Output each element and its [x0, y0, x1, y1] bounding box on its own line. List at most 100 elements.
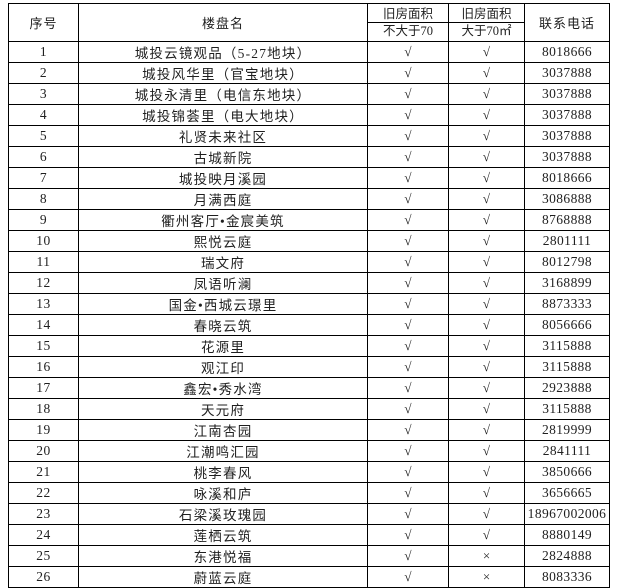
table-row: 5 礼贤未来社区 √ √ 3037888: [8, 125, 610, 147]
table-row: 20 江潮鸣汇园 √ √ 2841111: [8, 440, 610, 462]
cell-area-gt70-mark: √: [448, 230, 525, 252]
cell-phone: 18967002006: [524, 503, 610, 525]
document-page: 序号 楼盘名 旧房面积 不大于70 旧房面积 大于70㎡ 联系电话 1 城投云镜观…: [8, 3, 610, 588]
cell-index: 13: [8, 293, 79, 315]
table-row: 13 国金•西城云璟里 √ √ 8873333: [8, 293, 610, 315]
column-header-index: 序号: [8, 3, 79, 42]
cell-index: 12: [8, 272, 79, 294]
table-row: 21 桃李春风 √ √ 3850666: [8, 461, 610, 483]
cell-area-le70-mark: √: [367, 377, 449, 399]
check-icon: √: [482, 485, 491, 500]
check-icon: √: [482, 149, 491, 164]
check-icon: √: [482, 191, 491, 206]
check-icon: √: [482, 44, 491, 59]
check-icon: √: [404, 359, 412, 374]
cell-property-name: 蔚蓝云庭: [78, 566, 368, 588]
cell-index: 21: [8, 461, 79, 483]
check-icon: √: [482, 506, 491, 521]
check-icon: √: [482, 401, 491, 416]
table-row: 7 城投映月溪园 √ √ 8018666: [8, 167, 610, 189]
check-icon: √: [404, 86, 412, 101]
table-header-row: 序号 楼盘名 旧房面积 不大于70 旧房面积 大于70㎡ 联系电话: [8, 3, 610, 42]
check-icon: √: [404, 149, 412, 164]
cell-area-gt70-mark: √: [448, 188, 525, 210]
cell-property-name: 衢州客厅•金宸美筑: [78, 209, 368, 231]
column-header-area-gt70-line1: 旧房面积: [449, 6, 524, 23]
cell-area-le70-mark: √: [367, 461, 449, 483]
cell-phone: 8873333: [524, 293, 610, 315]
table-row: 4 城投锦荟里（电大地块） √ √ 3037888: [8, 104, 610, 126]
property-list-table: 序号 楼盘名 旧房面积 不大于70 旧房面积 大于70㎡ 联系电话 1 城投云镜观…: [8, 3, 610, 588]
cell-phone: 3037888: [524, 146, 610, 168]
cell-area-gt70-mark: √: [448, 251, 525, 273]
table-row: 6 古城新院 √ √ 3037888: [8, 146, 610, 168]
cell-area-le70-mark: √: [367, 356, 449, 378]
table-row: 2 城投风华里（官宝地块） √ √ 3037888: [8, 62, 610, 84]
check-icon: √: [404, 254, 412, 269]
cell-index: 4: [8, 104, 79, 126]
cell-area-gt70-mark: √: [448, 524, 525, 546]
cell-property-name: 花源里: [78, 335, 368, 357]
cell-index: 19: [8, 419, 79, 441]
check-icon: √: [404, 422, 412, 437]
cell-phone: 3850666: [524, 461, 610, 483]
cell-area-gt70-mark: √: [448, 41, 525, 63]
cell-property-name: 莲栖云筑: [78, 524, 368, 546]
check-icon: √: [482, 338, 491, 353]
cell-phone: 8880149: [524, 524, 610, 546]
cell-phone: 3037888: [524, 125, 610, 147]
cell-area-le70-mark: √: [367, 251, 449, 273]
cell-phone: 3115888: [524, 356, 610, 378]
table-row: 24 莲栖云筑 √ √ 8880149: [8, 524, 610, 546]
cell-area-le70-mark: √: [367, 545, 449, 567]
cell-index: 2: [8, 62, 79, 84]
table-body: 1 城投云镜观品（5-27地块） √ √ 8018666 2 城投风华里（官宝地块） √ √ 30…: [8, 41, 610, 588]
cell-area-le70-mark: √: [367, 314, 449, 336]
check-icon: √: [404, 296, 412, 311]
cell-area-le70-mark: √: [367, 440, 449, 462]
cell-index: 8: [8, 188, 79, 210]
table-row: 1 城投云镜观品（5-27地块） √ √ 8018666: [8, 41, 610, 63]
table-row: 12 凤语听澜 √ √ 3168899: [8, 272, 610, 294]
cell-area-gt70-mark: √: [448, 125, 525, 147]
cell-property-name: 咏溪和庐: [78, 482, 368, 504]
cell-area-le70-mark: √: [367, 482, 449, 504]
cell-property-name: 江南杏园: [78, 419, 368, 441]
cell-index: 11: [8, 251, 79, 273]
cell-area-le70-mark: √: [367, 41, 449, 63]
cell-index: 3: [8, 83, 79, 105]
cell-index: 18: [8, 398, 79, 420]
cell-phone: 3037888: [524, 62, 610, 84]
cell-phone: 3086888: [524, 188, 610, 210]
cross-icon: ×: [482, 569, 491, 584]
cell-area-gt70-mark: ×: [448, 545, 525, 567]
cell-property-name: 鑫宏•秀水湾: [78, 377, 368, 399]
cell-area-le70-mark: √: [367, 398, 449, 420]
check-icon: √: [482, 254, 491, 269]
cell-property-name: 城投风华里（官宝地块）: [78, 62, 368, 84]
table-row: 8 月满西庭 √ √ 3086888: [8, 188, 610, 210]
cell-phone: 8018666: [524, 41, 610, 63]
table-row: 14 春晓云筑 √ √ 8056666: [8, 314, 610, 336]
check-icon: √: [404, 212, 412, 227]
cell-property-name: 古城新院: [78, 146, 368, 168]
column-header-name: 楼盘名: [78, 3, 368, 42]
cell-area-le70-mark: √: [367, 230, 449, 252]
cell-area-gt70-mark: √: [448, 167, 525, 189]
cell-phone: 2801111: [524, 230, 610, 252]
check-icon: √: [482, 86, 491, 101]
cell-phone: 2923888: [524, 377, 610, 399]
cell-property-name: 瑞文府: [78, 251, 368, 273]
cell-index: 10: [8, 230, 79, 252]
table-row: 16 观江印 √ √ 3115888: [8, 356, 610, 378]
cell-index: 22: [8, 482, 79, 504]
table-row: 15 花源里 √ √ 3115888: [8, 335, 610, 357]
table-row: 22 咏溪和庐 √ √ 3656665: [8, 482, 610, 504]
check-icon: √: [482, 65, 491, 80]
cell-phone: 8768888: [524, 209, 610, 231]
cell-area-gt70-mark: √: [448, 272, 525, 294]
cell-index: 16: [8, 356, 79, 378]
cell-property-name: 城投云镜观品（5-27地块）: [78, 41, 368, 63]
cell-area-gt70-mark: √: [448, 83, 525, 105]
cell-area-gt70-mark: √: [448, 209, 525, 231]
